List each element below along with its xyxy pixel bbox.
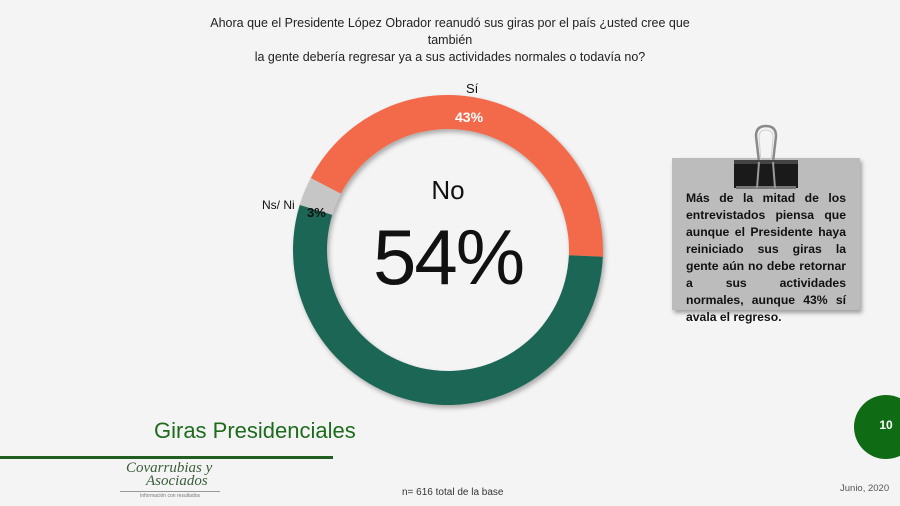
donut-segment-1 bbox=[299, 177, 341, 215]
company-logo: Covarrubias y Asociados Información con … bbox=[120, 460, 220, 499]
center-label: No bbox=[431, 175, 465, 205]
section-title: Giras Presidenciales bbox=[154, 418, 356, 443]
value-ns-ni: 3% bbox=[307, 205, 326, 220]
page-badge: 10 bbox=[854, 395, 900, 459]
binder-clip-icon bbox=[734, 124, 798, 189]
logo-tagline: Información con resultados bbox=[120, 491, 220, 499]
divider bbox=[0, 456, 333, 459]
center-value: 54% bbox=[372, 213, 525, 301]
date: Junio, 2020 bbox=[840, 483, 890, 494]
question-line-2: la gente debería regresar ya a sus activ… bbox=[254, 50, 646, 64]
donut-segments bbox=[292, 95, 603, 406]
label-ns-ni: Ns/ Ni bbox=[262, 198, 295, 212]
donut-segment-0 bbox=[310, 95, 603, 257]
note-card: Más de la mitad de los entrevistados pie… bbox=[672, 124, 860, 324]
page-circle bbox=[854, 395, 900, 459]
question-line-1: Ahora que el Presidente López Obrador re… bbox=[210, 16, 690, 47]
sample-base: n= 616 total de la base bbox=[402, 487, 504, 498]
donut-segment-2 bbox=[292, 204, 603, 406]
note-text: Más de la mitad de los entrevistados pie… bbox=[686, 191, 846, 324]
label-si: Sí bbox=[466, 81, 479, 96]
logo-line-1: Covarrubias y bbox=[126, 460, 213, 476]
question-text: Ahora que el Presidente López Obrador re… bbox=[200, 15, 700, 66]
value-si: 43% bbox=[455, 109, 484, 125]
page-number: 10 bbox=[879, 418, 893, 432]
logo-line-2: Asociados bbox=[146, 473, 208, 489]
